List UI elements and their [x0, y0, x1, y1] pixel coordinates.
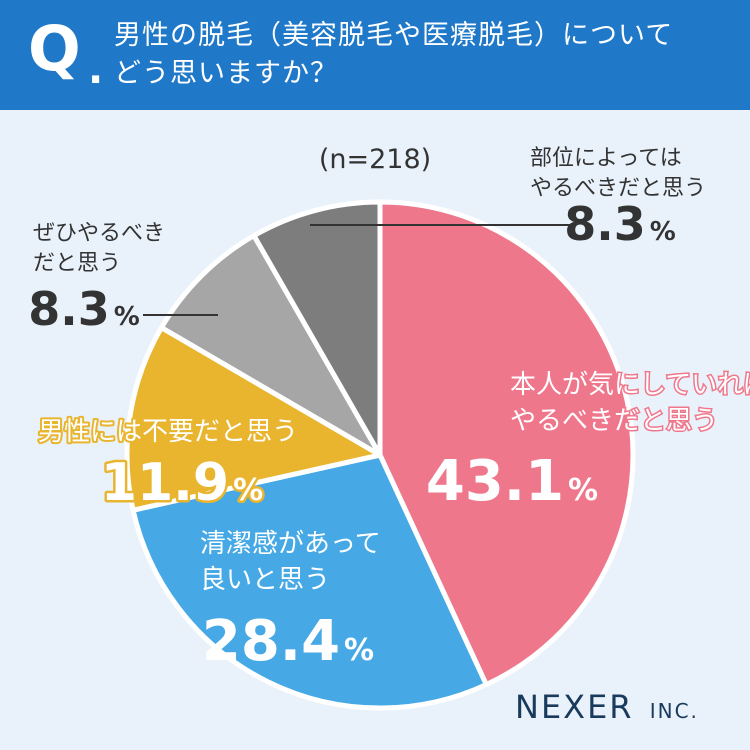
nexer-logo: NEXER INC. — [515, 688, 699, 726]
sample-size: (n=218) — [319, 144, 431, 175]
slice-value-5: 8.3% — [564, 197, 676, 251]
question-line-1: 男性の脱毛（美容脱毛や医療脱毛）について — [114, 20, 674, 51]
pie-slice-5 — [251, 199, 383, 458]
leader-lines — [143, 224, 575, 316]
slice-value-4: 8.3% — [28, 282, 140, 336]
slice-label-1-line-2: やるべきだと思う — [510, 406, 718, 436]
pie-slice-1 — [377, 199, 636, 688]
pie-slice-3 — [124, 325, 383, 513]
slice-label-5-line-1: 部位によっては — [530, 146, 682, 171]
slice-label-2-line-2: 良いと思う — [200, 565, 330, 595]
slice-label-4-line-2: だと思う — [33, 251, 121, 276]
slice-label-2-line-1: 清潔感があって — [200, 529, 381, 559]
question-line-2: どう思いますか？ — [114, 58, 338, 89]
brand-suffix: INC. — [649, 699, 699, 723]
pie-slice-4 — [158, 233, 383, 458]
slice-value-1: 43.1% — [426, 449, 598, 514]
brand-name: NEXER — [515, 688, 634, 726]
pie-slices — [124, 199, 636, 711]
slice-label-4-line-1: ぜひやるべき — [33, 221, 165, 246]
pie-slice-2 — [130, 452, 489, 711]
slice-value-2: 28.4% — [202, 609, 374, 674]
slice-label-3-line-1: 男性には不要だと思う — [38, 417, 298, 447]
slice-label-1-line-1: 本人が気にしていれば — [510, 370, 750, 400]
slice-value-3: 11.9% — [101, 453, 263, 513]
slice-label-5-line-2: やるべきだと思う — [530, 176, 706, 201]
q-dot: . — [88, 47, 104, 93]
question-header: Q . 男性の脱毛（美容脱毛や医療脱毛）について どう思いますか？ — [0, 0, 750, 110]
q-mark: Q — [28, 12, 81, 85]
question-text: 男性の脱毛（美容脱毛や医療脱毛）について どう思いますか？ — [114, 17, 734, 93]
